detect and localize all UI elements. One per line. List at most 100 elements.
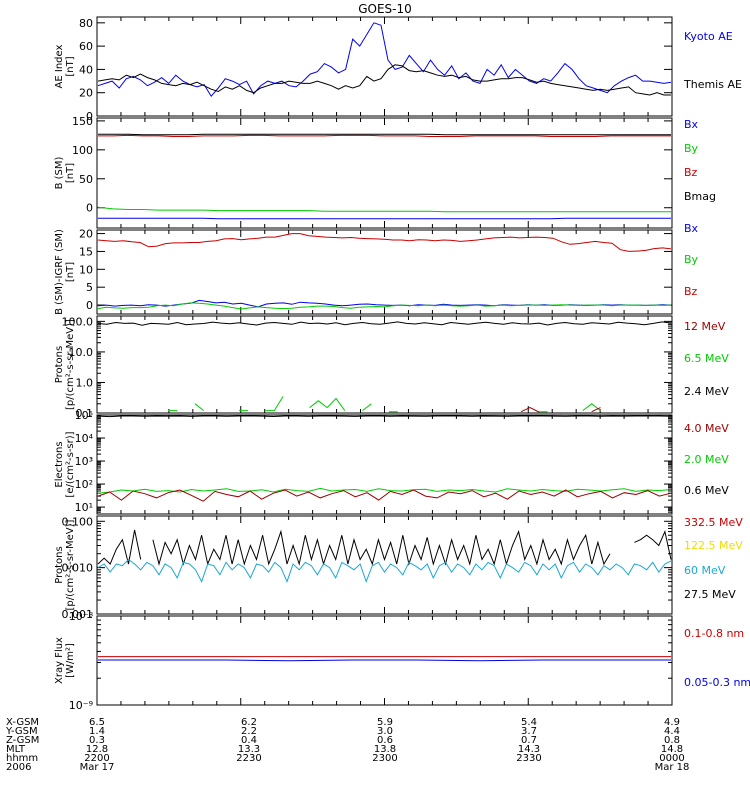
- legend-entry: By: [684, 253, 699, 266]
- footer-row-label: X-GSM: [6, 717, 39, 728]
- footer-value: Mar 17: [80, 762, 115, 773]
- y-axis-label: B (SM)-IGRF (SM): [54, 229, 65, 315]
- y-tick-label: 10⁵: [75, 409, 93, 422]
- y-axis-label: [nT]: [65, 262, 76, 282]
- footer-value: 3.0: [377, 726, 393, 737]
- y-tick-label: 10.0: [69, 346, 94, 359]
- y-tick-label: 0.100: [62, 515, 94, 528]
- legend-entry: 0.1-0.8 nm: [684, 627, 744, 640]
- legend-entry: 2.0 MeV: [684, 453, 729, 466]
- footer-value: 4.9: [664, 717, 680, 728]
- y-axis-label: AE Index: [54, 44, 65, 88]
- footer-value: 0.8: [664, 735, 680, 746]
- y-tick-label: 1.0: [76, 376, 94, 389]
- footer-row-label: MLT: [6, 744, 26, 755]
- y-tick-label: 15: [79, 245, 93, 258]
- footer-value: 0.7: [521, 735, 537, 746]
- panel-electrons: 10⁵ 10⁴ 10³ 10² 10¹ Electrons [e/(cm²-s-sr)] 4.…: [54, 409, 729, 515]
- footer-value: 2.2: [241, 726, 257, 737]
- series-line-bmag: [98, 133, 671, 136]
- series-line-bz: [98, 134, 671, 137]
- panel-protons1: 100.0 10.0 1.0 0.1 Protons [p/(cm²-s-sr-MeV)]…: [54, 315, 729, 420]
- series-line-60-mev: [97, 558, 672, 584]
- y-tick-label: 0: [86, 110, 93, 123]
- footer-value: Mar 18: [655, 762, 690, 773]
- legend-entry: 27.5 MeV: [684, 588, 736, 601]
- series-line-0-6-mev: [97, 415, 672, 418]
- y-tick-label: 0.010: [62, 562, 94, 575]
- footer-value: 5.9: [377, 717, 393, 728]
- legend-entry: Bmag: [684, 190, 716, 203]
- y-tick-label: 100: [72, 144, 93, 157]
- y-axis-label: Electrons: [54, 441, 65, 487]
- y-axis-label: [e/(cm²-s-sr)]: [65, 431, 76, 497]
- series-line-by: [97, 302, 672, 310]
- footer-value: 12.8: [86, 744, 108, 755]
- footer-value: 13.8: [374, 744, 396, 755]
- footer-value: 2200: [84, 753, 109, 764]
- legend-entry: Themis AE: [683, 78, 742, 91]
- legend-entry: 2.4 MeV: [684, 385, 729, 398]
- legend-entry: 122.5 MeV: [684, 539, 743, 552]
- legend-entry: 0.05-0.3 nm: [684, 676, 750, 689]
- legend-entry: Bx: [684, 118, 699, 131]
- y-axis-label: B (SM): [54, 156, 65, 189]
- y-tick-label: 10⁻⁸: [69, 610, 94, 623]
- y-tick-label: 60: [79, 40, 93, 53]
- y-tick-label: 10⁻⁹: [69, 699, 93, 712]
- series-line-27-5-mev: [97, 529, 672, 566]
- y-tick-label: 10²: [75, 478, 93, 491]
- panel-bigrf: 20 15 10 5 0 B (SM)-IGRF (SM) [nT] Bx By Bz: [54, 222, 699, 315]
- y-axis-label: Protons: [54, 346, 65, 383]
- footer-value: 5.4: [521, 717, 537, 728]
- series-line-2-4-mev: [97, 321, 672, 326]
- legend-entry: Kyoto AE: [684, 30, 733, 43]
- footer-value: 2300: [372, 753, 397, 764]
- y-axis-label: [p/(cm²-s-sr-MeV)]: [65, 519, 76, 610]
- y-tick-label: 20: [79, 87, 93, 100]
- series-line-4-0-mev: [97, 489, 672, 502]
- panel-ae: 80 60 40 20 0 AE Index [nT] Kyoto AE Themis AE: [54, 16, 742, 123]
- y-tick-label: 10³: [75, 455, 93, 468]
- footer-value: 2330: [516, 753, 541, 764]
- series-line-kyoto-ae: [97, 22, 672, 98]
- y-tick-label: 0.1: [76, 407, 94, 420]
- footer-ephemeris: X-GSMY-GSMZ-GSMMLThhmm20066.51.40.312.82…: [5, 717, 689, 773]
- series-line-0-05-0-3-nm: [98, 659, 671, 662]
- series-line-by: [97, 206, 671, 213]
- y-tick-label: 0: [86, 299, 93, 312]
- panel-b: 150 100 50 0 B (SM) [nT] Bx By Bz Bmag: [54, 115, 716, 229]
- y-tick-label: 40: [79, 63, 93, 76]
- footer-value: 2230: [236, 753, 261, 764]
- footer-value: 0000: [659, 753, 684, 764]
- series-line-6-5-mev: [168, 396, 601, 413]
- footer-row-label: Z-GSM: [6, 735, 39, 746]
- legend-entry: 332.5 MeV: [684, 516, 743, 529]
- series-line-2-0-mev: [97, 487, 672, 494]
- y-axis-label: [nT]: [65, 163, 76, 183]
- series-line-bx: [98, 217, 671, 220]
- panel-xray: 10⁻⁸ 10⁻⁹ Xray Flux [W/m²] 0.1-0.8 nm 0.05-0.…: [54, 610, 750, 712]
- footer-value: 0.6: [377, 735, 393, 746]
- footer-row-label: 2006: [6, 762, 31, 773]
- y-axis-label: [W/m²]: [65, 643, 76, 678]
- y-tick-label: 5: [86, 281, 93, 294]
- footer-value: 6.2: [241, 717, 257, 728]
- series-line-12-mev: [520, 407, 601, 413]
- legend-entry: 60 MeV: [684, 564, 726, 577]
- y-tick-label: 150: [72, 115, 93, 128]
- legend-entry: 12 MeV: [684, 320, 726, 333]
- footer-value: 4.4: [664, 726, 680, 737]
- y-tick-label: 50: [79, 173, 93, 186]
- footer-value: 14.8: [661, 744, 683, 755]
- footer-row-label: Y-GSM: [5, 726, 38, 737]
- series-line-bz: [97, 233, 672, 252]
- chart-title: GOES-10: [358, 2, 412, 16]
- footer-row-label: hhmm: [6, 753, 38, 764]
- y-tick-label: 100.0: [62, 315, 94, 328]
- footer-value: 13.3: [238, 744, 260, 755]
- footer-value: 1.4: [89, 726, 105, 737]
